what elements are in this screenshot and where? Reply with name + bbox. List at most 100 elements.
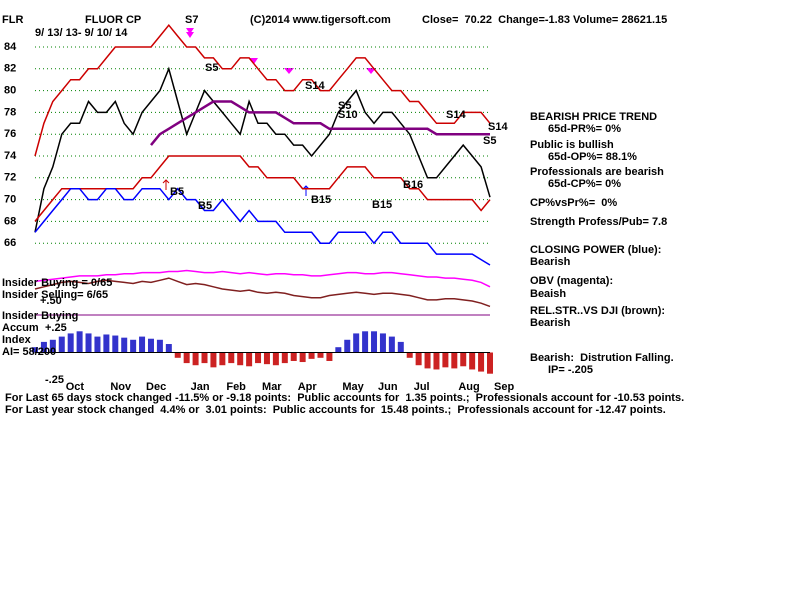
sidebar-text: CLOSING POWER (blue): bbox=[530, 244, 661, 256]
series-line bbox=[34, 24, 491, 157]
bar bbox=[460, 352, 467, 367]
bar bbox=[415, 352, 422, 366]
series-line bbox=[34, 187, 491, 266]
y-tick-label: 80 bbox=[4, 85, 16, 97]
y-tick-label: 72 bbox=[4, 172, 16, 184]
bar bbox=[451, 352, 458, 369]
bar bbox=[299, 352, 306, 363]
bar bbox=[85, 333, 92, 353]
signal-label: S5 bbox=[205, 62, 218, 74]
bar bbox=[371, 331, 378, 353]
panel-label: Insider Selling= 6/65 bbox=[2, 289, 108, 301]
y-tick-label: 70 bbox=[4, 194, 16, 206]
x-tick-label: Jun bbox=[378, 381, 398, 393]
x-tick-label: Apr bbox=[298, 381, 318, 393]
bar bbox=[94, 336, 101, 353]
signal-label: S14 bbox=[446, 109, 466, 121]
bar bbox=[76, 331, 83, 353]
bar bbox=[32, 347, 38, 353]
x-tick-label: Jan bbox=[191, 381, 210, 393]
sidebar-text: CP%vsPr%= 0% bbox=[530, 197, 617, 209]
bar bbox=[210, 352, 217, 368]
series-line bbox=[150, 100, 490, 146]
bar bbox=[156, 339, 163, 353]
x-tick-label: Sep bbox=[494, 381, 514, 393]
sidebar-text: BEARISH PRICE TREND bbox=[530, 111, 657, 123]
bar bbox=[272, 352, 279, 366]
bar bbox=[379, 333, 386, 353]
y-tick-label: 66 bbox=[4, 237, 16, 249]
bar bbox=[165, 344, 172, 353]
footer-text: For Last year stock changed 4.4% or 3.01… bbox=[5, 404, 666, 416]
x-tick-label: Feb bbox=[226, 381, 246, 393]
bar bbox=[139, 336, 146, 353]
x-tick-label: Dec bbox=[146, 381, 166, 393]
signal-label: S5 bbox=[338, 100, 351, 112]
bar bbox=[344, 339, 351, 353]
sidebar-text: OBV (magenta): bbox=[530, 275, 613, 287]
bar bbox=[246, 352, 253, 367]
bar bbox=[335, 347, 342, 353]
y-tick-label: 82 bbox=[4, 63, 16, 75]
quote: Close= 70.22 Change=-1.83 Volume= 28621.… bbox=[422, 14, 667, 26]
signal-label: S14 bbox=[488, 121, 508, 133]
signal-label: S5 bbox=[483, 135, 496, 147]
y-tick-label: +.25 bbox=[45, 322, 67, 334]
bar bbox=[255, 352, 262, 364]
y-tick-label: 78 bbox=[4, 106, 16, 118]
x-tick-label: May bbox=[342, 381, 364, 393]
bar bbox=[192, 352, 199, 366]
x-tick-label: Nov bbox=[110, 381, 132, 393]
bar bbox=[433, 352, 440, 370]
signal-label: B15 bbox=[311, 194, 331, 206]
bar bbox=[317, 352, 324, 358]
bar bbox=[147, 338, 154, 353]
signal-label: S10 bbox=[338, 109, 358, 121]
ticker: FLR bbox=[2, 14, 23, 26]
panel-label: Accum bbox=[2, 322, 39, 334]
bar bbox=[424, 352, 431, 369]
bar bbox=[49, 339, 56, 353]
series-line bbox=[34, 269, 491, 288]
bar bbox=[228, 352, 235, 364]
bar bbox=[121, 337, 128, 353]
y-tick-label: -.25 bbox=[45, 374, 64, 386]
bar bbox=[263, 352, 270, 365]
bar bbox=[58, 336, 65, 353]
series-line bbox=[34, 277, 491, 308]
panel-label: Insider Buying bbox=[2, 310, 78, 322]
bar bbox=[183, 352, 190, 364]
bar bbox=[174, 352, 181, 358]
bar bbox=[237, 352, 244, 366]
x-tick-label: Mar bbox=[262, 381, 282, 393]
bar bbox=[442, 352, 449, 368]
bar bbox=[487, 352, 493, 374]
signal-arrow bbox=[162, 179, 170, 190]
sidebar-text: Bearish bbox=[530, 256, 571, 268]
x-tick-label: Jul bbox=[414, 381, 430, 393]
sidebar-text: Strength Profess/Pub= 7.8 bbox=[530, 216, 667, 228]
panel-label: AI= 58/200 bbox=[2, 346, 56, 358]
bar bbox=[326, 352, 333, 361]
bar bbox=[40, 341, 47, 353]
signal-label: B15 bbox=[372, 199, 392, 211]
bar bbox=[388, 336, 395, 353]
bar bbox=[308, 352, 315, 359]
x-tick-label: Oct bbox=[66, 381, 85, 393]
bar bbox=[290, 352, 297, 361]
bar bbox=[478, 352, 485, 372]
sidebar-text: Professionals are bearish bbox=[530, 166, 664, 178]
y-tick-label: 84 bbox=[4, 41, 17, 53]
bar bbox=[130, 339, 137, 353]
bar bbox=[219, 352, 226, 366]
date-range: 9/ 13/ 13- 9/ 10/ 14 bbox=[35, 27, 128, 39]
bar bbox=[469, 352, 476, 370]
signal-label: B5 bbox=[170, 186, 184, 198]
copyright: (C)2014 www.tigersoft.com bbox=[250, 14, 391, 26]
sidebar-text: Bearish bbox=[530, 317, 571, 329]
y-tick-label: 76 bbox=[4, 128, 16, 140]
signal-arrow bbox=[186, 28, 194, 38]
bar bbox=[281, 352, 288, 364]
bar bbox=[353, 333, 360, 353]
